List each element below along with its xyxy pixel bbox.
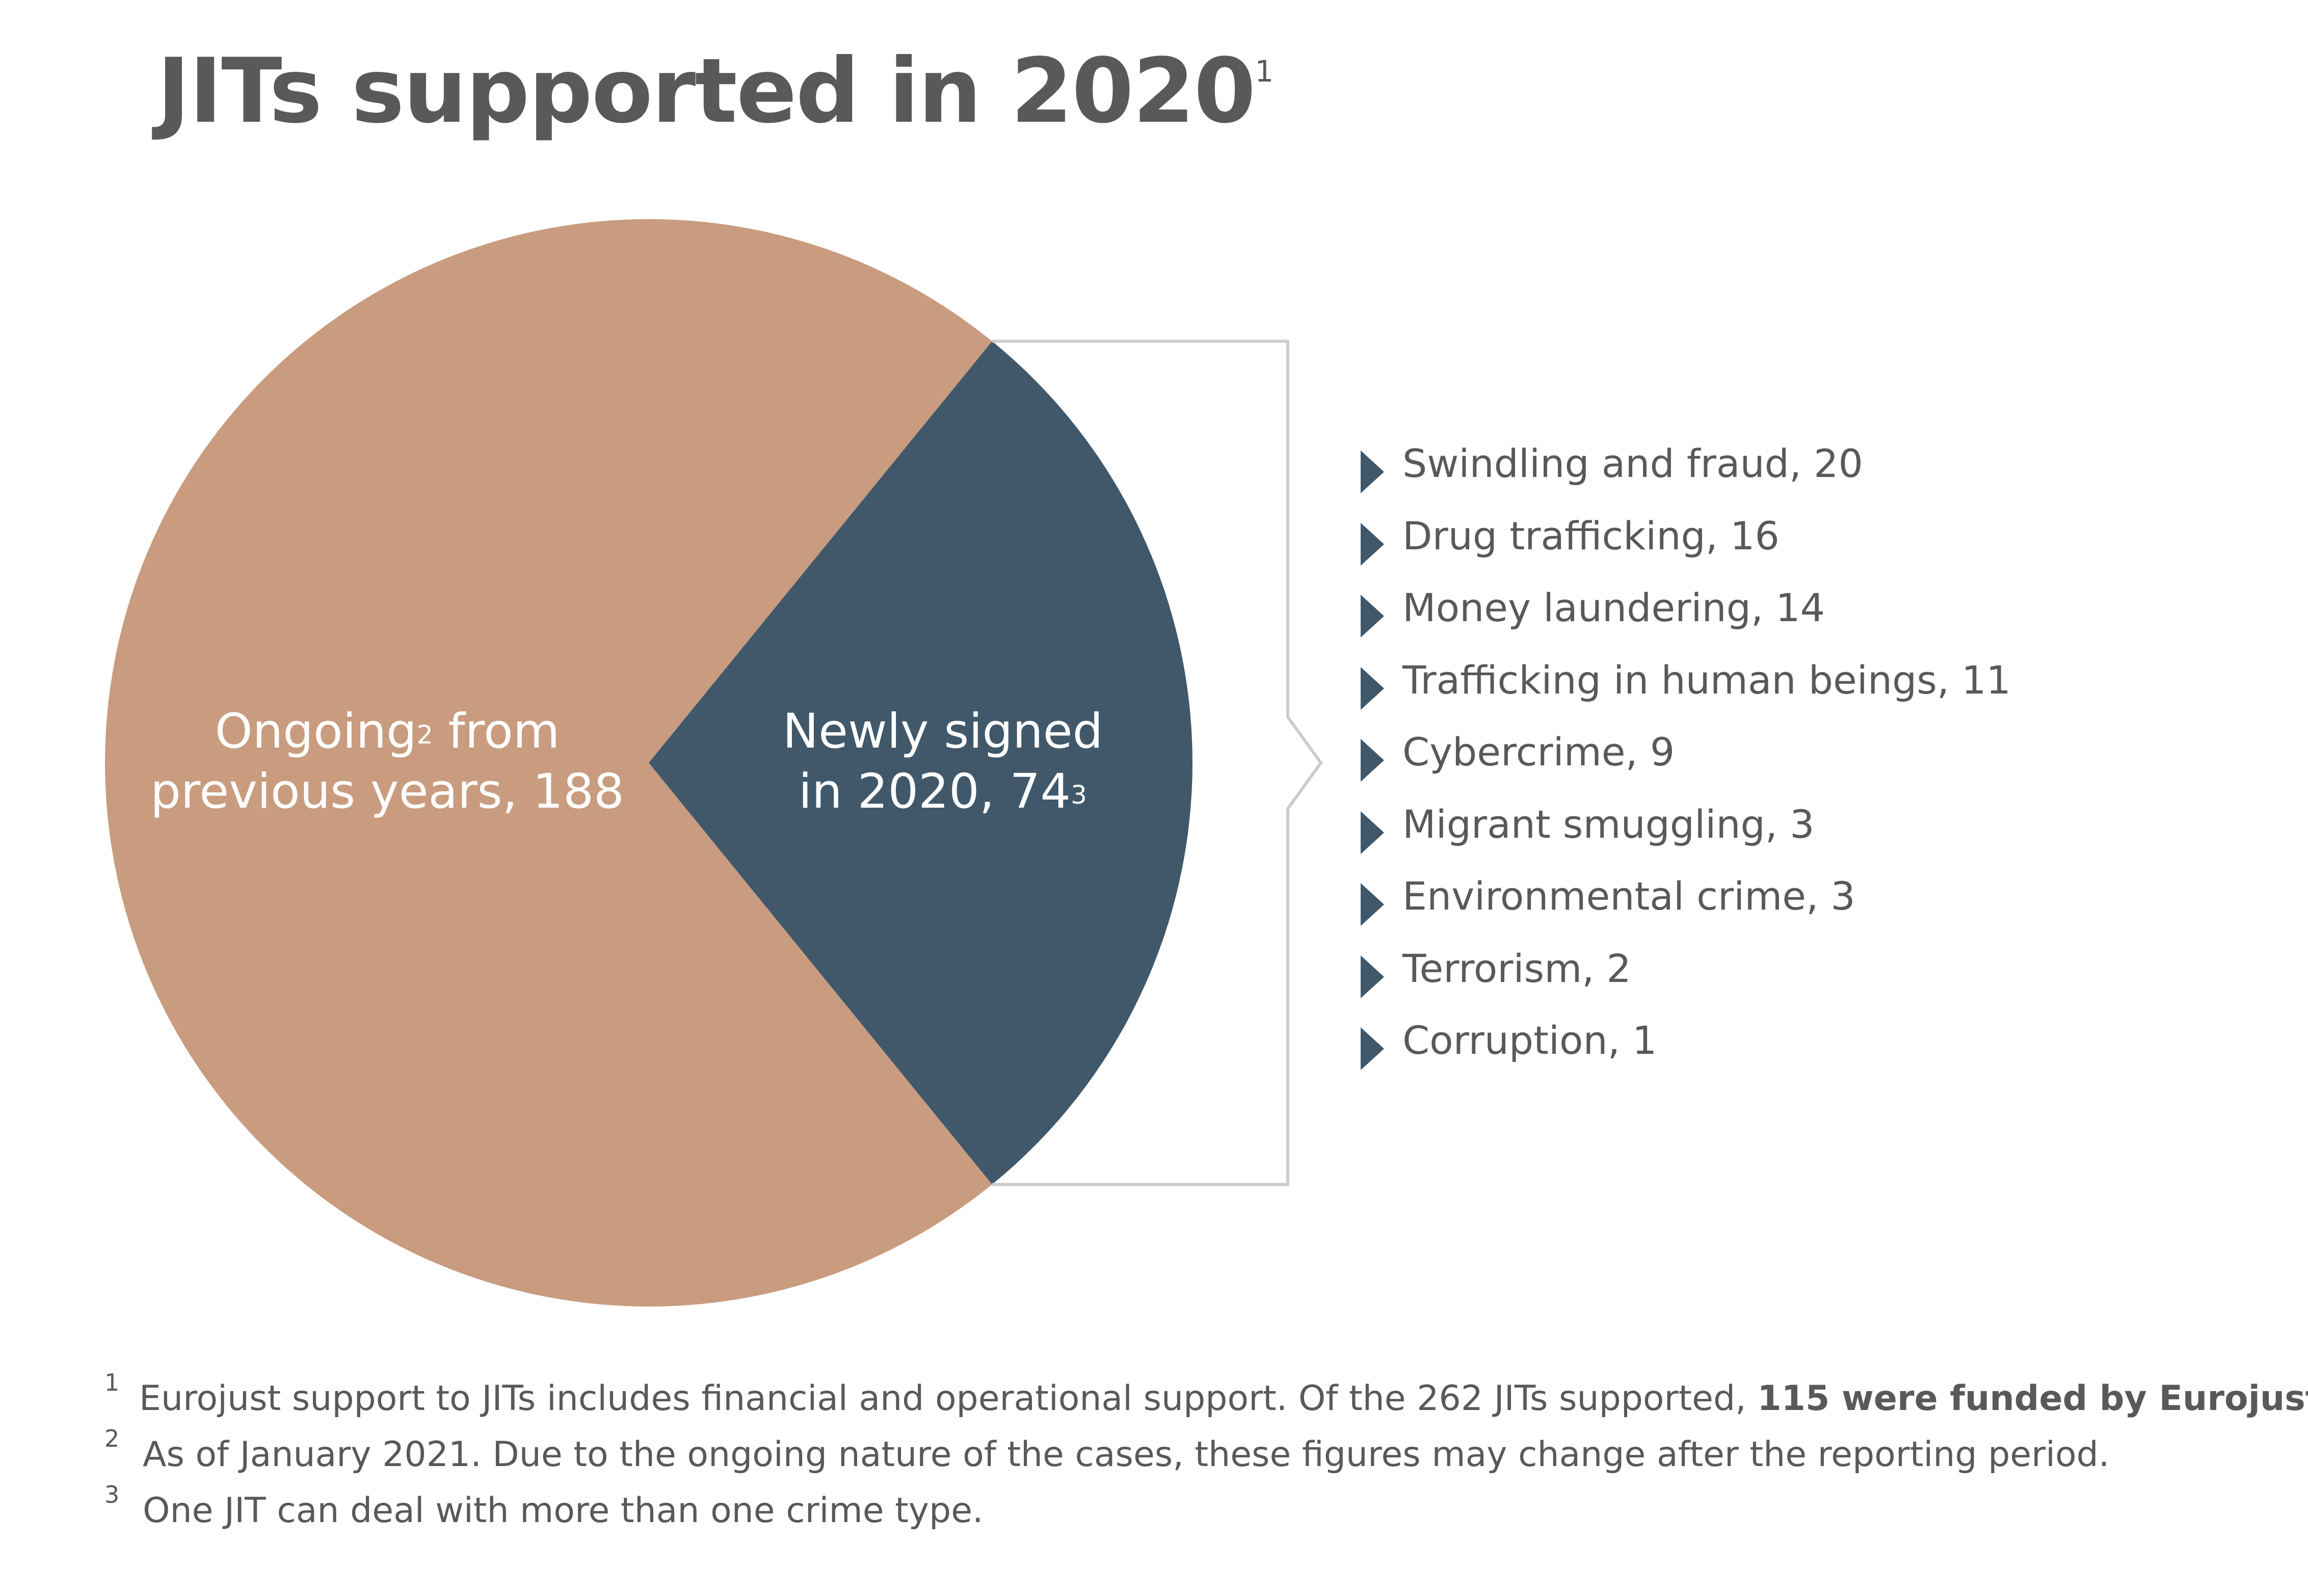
crime-type-item: Drug trafficking, 16 bbox=[1361, 511, 2011, 583]
triangle-bullet-icon bbox=[1361, 1027, 1384, 1070]
crime-type-list: Swindling and fraud, 20 Drug trafficking… bbox=[1361, 438, 2011, 1087]
crime-type-item: Trafficking in human beings, 11 bbox=[1361, 655, 2011, 727]
crime-type-item: Money laundering, 14 bbox=[1361, 582, 2011, 655]
crime-type-item: Swindling and fraud, 20 bbox=[1361, 438, 2011, 511]
triangle-bullet-icon bbox=[1361, 811, 1384, 854]
crime-type-item: Migrant smuggling, 3 bbox=[1361, 799, 2011, 871]
crime-type-item: Environmental crime, 3 bbox=[1361, 871, 2011, 943]
pie-slice-ongoing bbox=[105, 219, 992, 1307]
pie-slice-newly-signed bbox=[649, 341, 1192, 1185]
triangle-bullet-icon bbox=[1361, 667, 1384, 710]
crime-type-item: Corruption, 1 bbox=[1361, 1015, 2011, 1087]
breakdown-bracket bbox=[992, 339, 1323, 1186]
triangle-bullet-icon bbox=[1361, 883, 1384, 926]
triangle-bullet-icon bbox=[1361, 522, 1384, 566]
slice-label-ongoing: Ongoing2 from previous years, 188 bbox=[150, 704, 624, 819]
crime-type-item: Cybercrime, 9 bbox=[1361, 727, 2011, 799]
slice-label-newly-signed: Newly signed in 2020, 743 bbox=[782, 704, 1103, 819]
crime-type-item: Terrorism, 2 bbox=[1361, 943, 2011, 1016]
chart-title: JITs supported in 20201 bbox=[157, 40, 1274, 143]
triangle-bullet-icon bbox=[1361, 595, 1384, 637]
triangle-bullet-icon bbox=[1361, 739, 1384, 782]
triangle-bullet-icon bbox=[1361, 955, 1384, 998]
pie-slices bbox=[105, 219, 1192, 1307]
title-footnote-mark: 1 bbox=[1255, 54, 1274, 89]
triangle-bullet-icon bbox=[1361, 450, 1384, 493]
